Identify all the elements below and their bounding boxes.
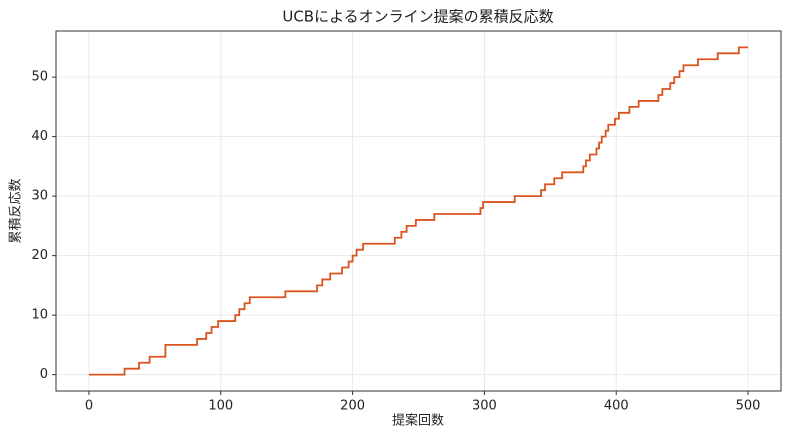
x-tick-label: 0 <box>85 399 93 414</box>
x-tick-label: 100 <box>208 399 233 414</box>
x-tick-label: 300 <box>472 399 497 414</box>
x-tick-label: 200 <box>340 399 365 414</box>
chart-title: UCBによるオンライン提案の累積反応数 <box>282 8 553 26</box>
y-tick-label: 10 <box>31 308 48 323</box>
plot-frame <box>55 30 782 392</box>
step-line <box>88 46 749 376</box>
y-tick-label: 50 <box>31 70 48 85</box>
y-tick-label: 40 <box>31 129 48 144</box>
y-axis-label: 累積反応数 <box>9 178 24 243</box>
x-tick-label: 500 <box>736 399 761 414</box>
x-tick-label: 400 <box>604 399 629 414</box>
y-tick-label: 30 <box>31 189 48 204</box>
y-tick-label: 20 <box>31 248 48 263</box>
y-tick-label: 0 <box>40 367 48 382</box>
x-axis-label: 提案回数 <box>392 413 444 429</box>
